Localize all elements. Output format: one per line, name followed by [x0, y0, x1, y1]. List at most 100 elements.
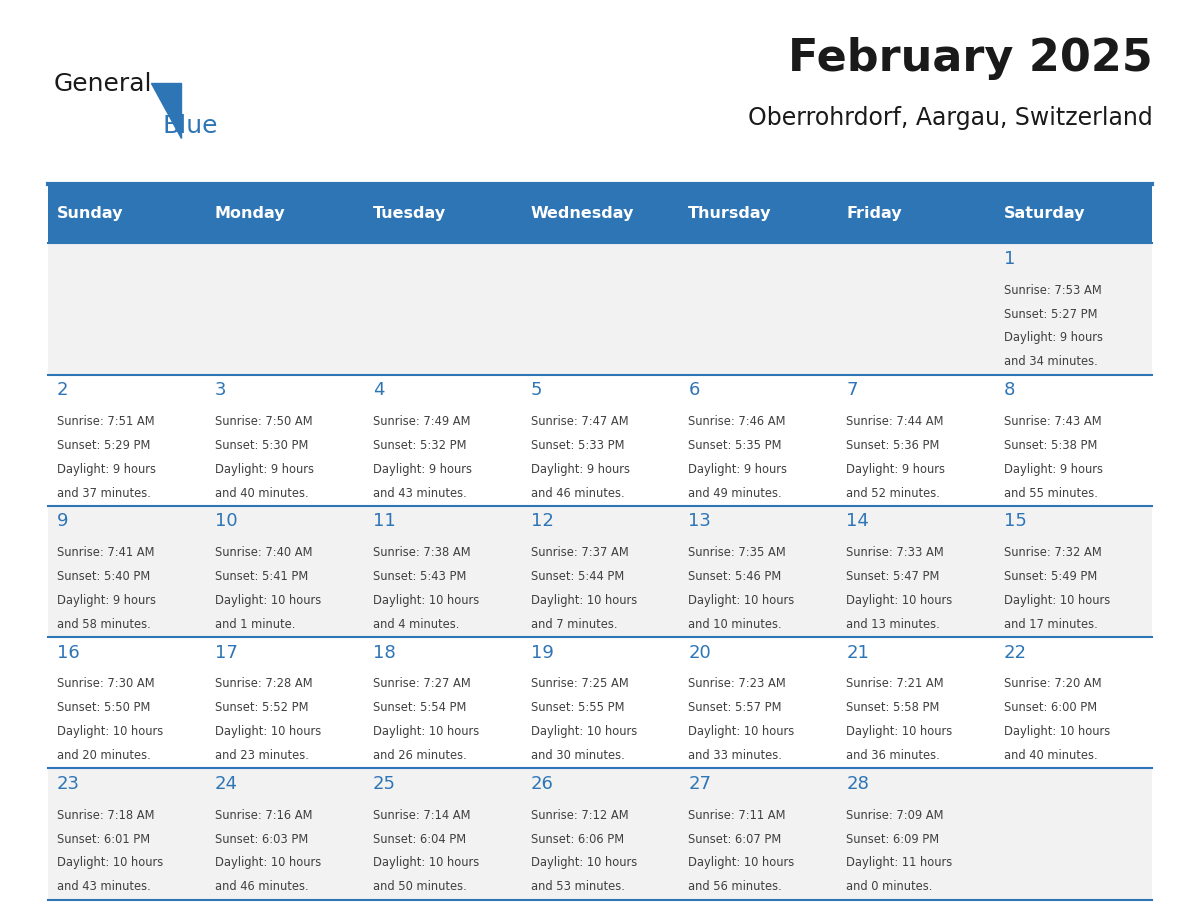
Bar — [364, 506, 522, 637]
Text: Oberrohrdorf, Aargau, Switzerland: Oberrohrdorf, Aargau, Switzerland — [747, 106, 1152, 129]
Text: Daylight: 10 hours: Daylight: 10 hours — [846, 725, 953, 738]
Text: and 58 minutes.: and 58 minutes. — [57, 618, 151, 631]
Text: Sunset: 5:49 PM: Sunset: 5:49 PM — [1004, 570, 1098, 583]
Text: Sunrise: 7:28 AM: Sunrise: 7:28 AM — [215, 677, 312, 690]
Text: and 23 minutes.: and 23 minutes. — [215, 749, 309, 762]
Bar — [48, 506, 206, 637]
Text: and 50 minutes.: and 50 minutes. — [373, 880, 467, 893]
Text: Daylight: 9 hours: Daylight: 9 hours — [57, 463, 156, 476]
Text: Sunrise: 7:38 AM: Sunrise: 7:38 AM — [373, 546, 470, 559]
Text: Daylight: 10 hours: Daylight: 10 hours — [1004, 725, 1111, 738]
Text: and 1 minute.: and 1 minute. — [215, 618, 296, 631]
Text: Sunrise: 7:46 AM: Sunrise: 7:46 AM — [688, 415, 785, 428]
Bar — [206, 375, 364, 506]
Text: 4: 4 — [373, 381, 384, 399]
Bar — [48, 243, 206, 375]
Text: and 37 minutes.: and 37 minutes. — [57, 487, 151, 499]
Text: 24: 24 — [215, 775, 238, 793]
Bar — [364, 637, 522, 768]
Bar — [364, 768, 522, 900]
Text: 10: 10 — [215, 512, 238, 531]
Text: Daylight: 10 hours: Daylight: 10 hours — [57, 856, 163, 869]
Text: 15: 15 — [1004, 512, 1026, 531]
Text: Sunset: 6:07 PM: Sunset: 6:07 PM — [688, 833, 782, 845]
Text: 11: 11 — [373, 512, 396, 531]
Text: Sunrise: 7:35 AM: Sunrise: 7:35 AM — [688, 546, 786, 559]
Text: Daylight: 10 hours: Daylight: 10 hours — [57, 725, 163, 738]
Text: Sunset: 5:47 PM: Sunset: 5:47 PM — [846, 570, 940, 583]
Bar — [206, 637, 364, 768]
Bar — [994, 506, 1152, 637]
Text: and 49 minutes.: and 49 minutes. — [688, 487, 782, 499]
Text: General: General — [53, 73, 152, 96]
Text: Sunrise: 7:37 AM: Sunrise: 7:37 AM — [531, 546, 628, 559]
Text: 3: 3 — [215, 381, 227, 399]
Bar — [678, 375, 836, 506]
Text: Daylight: 9 hours: Daylight: 9 hours — [846, 463, 946, 476]
Text: and 34 minutes.: and 34 minutes. — [1004, 355, 1098, 368]
Text: Daylight: 9 hours: Daylight: 9 hours — [57, 594, 156, 607]
Bar — [364, 243, 522, 375]
Text: Daylight: 10 hours: Daylight: 10 hours — [688, 594, 795, 607]
Text: Sunrise: 7:18 AM: Sunrise: 7:18 AM — [57, 809, 154, 822]
Text: Sunrise: 7:33 AM: Sunrise: 7:33 AM — [846, 546, 944, 559]
Text: Sunset: 5:57 PM: Sunset: 5:57 PM — [688, 701, 782, 714]
Text: Sunrise: 7:16 AM: Sunrise: 7:16 AM — [215, 809, 312, 822]
Text: Sunset: 5:55 PM: Sunset: 5:55 PM — [531, 701, 624, 714]
Bar — [994, 243, 1152, 375]
Text: and 46 minutes.: and 46 minutes. — [215, 880, 309, 893]
Text: Sunrise: 7:11 AM: Sunrise: 7:11 AM — [688, 809, 785, 822]
Text: 6: 6 — [688, 381, 700, 399]
Text: Sunrise: 7:41 AM: Sunrise: 7:41 AM — [57, 546, 154, 559]
Text: Sunset: 5:36 PM: Sunset: 5:36 PM — [846, 439, 940, 452]
Text: Daylight: 10 hours: Daylight: 10 hours — [215, 856, 321, 869]
Text: 19: 19 — [531, 644, 554, 662]
Text: and 43 minutes.: and 43 minutes. — [57, 880, 151, 893]
Text: 23: 23 — [57, 775, 80, 793]
Bar — [522, 243, 678, 375]
Text: 21: 21 — [846, 644, 870, 662]
Bar — [836, 637, 994, 768]
Text: Sunset: 5:30 PM: Sunset: 5:30 PM — [215, 439, 308, 452]
Text: Wednesday: Wednesday — [531, 206, 634, 221]
Text: and 20 minutes.: and 20 minutes. — [57, 749, 151, 762]
Text: and 4 minutes.: and 4 minutes. — [373, 618, 459, 631]
Text: 22: 22 — [1004, 644, 1028, 662]
Bar — [836, 375, 994, 506]
Text: Daylight: 10 hours: Daylight: 10 hours — [215, 594, 321, 607]
Text: Sunrise: 7:30 AM: Sunrise: 7:30 AM — [57, 677, 154, 690]
Bar — [48, 637, 206, 768]
Text: Sunrise: 7:47 AM: Sunrise: 7:47 AM — [531, 415, 628, 428]
Polygon shape — [151, 83, 181, 138]
Text: 25: 25 — [373, 775, 396, 793]
Text: 18: 18 — [373, 644, 396, 662]
Text: Monday: Monday — [215, 206, 285, 221]
Text: Sunrise: 7:40 AM: Sunrise: 7:40 AM — [215, 546, 312, 559]
Bar — [522, 637, 678, 768]
Text: 12: 12 — [531, 512, 554, 531]
Text: Friday: Friday — [846, 206, 902, 221]
Text: Sunset: 6:01 PM: Sunset: 6:01 PM — [57, 833, 150, 845]
Bar — [206, 768, 364, 900]
Text: Sunset: 5:58 PM: Sunset: 5:58 PM — [846, 701, 940, 714]
Text: Daylight: 10 hours: Daylight: 10 hours — [373, 594, 479, 607]
Text: and 13 minutes.: and 13 minutes. — [846, 618, 940, 631]
Bar — [522, 506, 678, 637]
Text: Sunset: 5:38 PM: Sunset: 5:38 PM — [1004, 439, 1098, 452]
Text: 20: 20 — [688, 644, 712, 662]
Text: 8: 8 — [1004, 381, 1016, 399]
Text: 17: 17 — [215, 644, 238, 662]
Text: Sunrise: 7:12 AM: Sunrise: 7:12 AM — [531, 809, 628, 822]
Bar — [678, 506, 836, 637]
Text: Thursday: Thursday — [688, 206, 772, 221]
Bar — [678, 637, 836, 768]
Bar — [994, 184, 1152, 243]
Text: 28: 28 — [846, 775, 870, 793]
Text: and 30 minutes.: and 30 minutes. — [531, 749, 624, 762]
Text: Daylight: 10 hours: Daylight: 10 hours — [531, 725, 637, 738]
Text: Sunrise: 7:51 AM: Sunrise: 7:51 AM — [57, 415, 154, 428]
Text: Sunset: 5:41 PM: Sunset: 5:41 PM — [215, 570, 308, 583]
Text: and 10 minutes.: and 10 minutes. — [688, 618, 782, 631]
Bar — [836, 506, 994, 637]
Text: Saturday: Saturday — [1004, 206, 1086, 221]
